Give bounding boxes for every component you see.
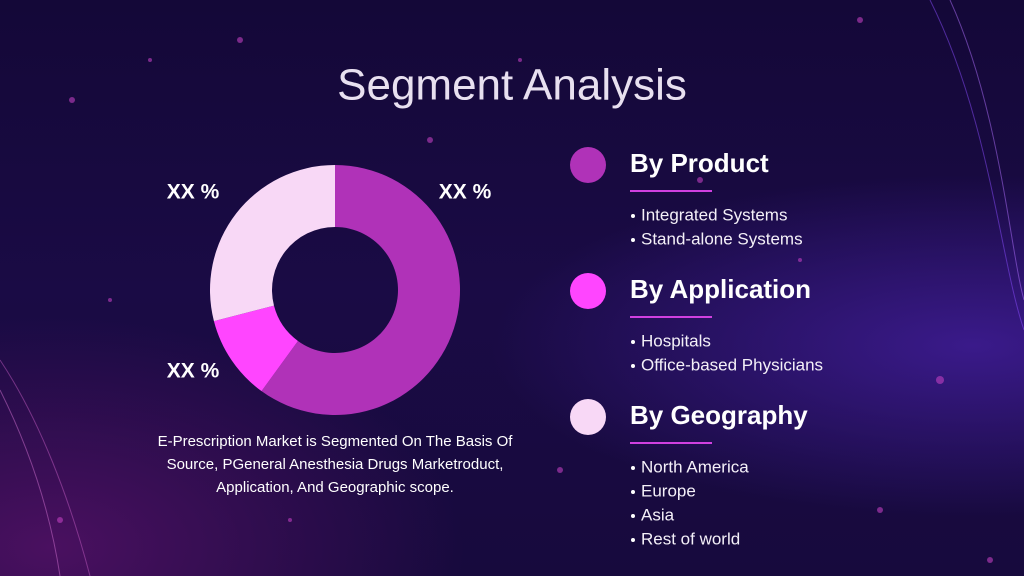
bullet [631, 340, 635, 344]
bullet [631, 364, 635, 368]
donut-slice [210, 165, 335, 322]
segment-item: Integrated Systems [641, 205, 787, 224]
background-dots [57, 17, 993, 563]
value-label: XX % [167, 360, 220, 383]
description: E-Prescription Market is Segmented On Th… [157, 433, 513, 496]
bullet [631, 214, 635, 218]
value-label: XX % [439, 181, 492, 204]
bullet [631, 514, 635, 518]
bullet [631, 538, 635, 542]
donut-chart: XX % XX % XX % [167, 165, 492, 415]
segment-heading: By Application [630, 274, 811, 304]
donut-slice [261, 165, 460, 415]
value-label: XX % [167, 181, 220, 204]
segment-heading: By Geography [630, 400, 808, 430]
bullet [631, 238, 635, 242]
donut-slice [213, 305, 298, 392]
slide-title: Segment Analysis [337, 61, 687, 110]
segment-item: Office-based Physicians [641, 355, 823, 374]
segment-icon [570, 147, 606, 183]
bullet [631, 466, 635, 470]
segment-item: North America [641, 457, 749, 476]
segment-item: Asia [641, 505, 675, 524]
segment-icon [570, 399, 606, 435]
segments: By Product Integrated Systems Stand-alone … [570, 147, 823, 548]
segment-heading: By Product [630, 148, 769, 178]
segment-item: Rest of world [641, 529, 740, 548]
segment-item: Stand-alone Systems [641, 229, 803, 248]
bullet [631, 490, 635, 494]
segment-item: Hospitals [641, 331, 711, 350]
segment-item: Europe [641, 481, 696, 500]
segment-icon [570, 273, 606, 309]
